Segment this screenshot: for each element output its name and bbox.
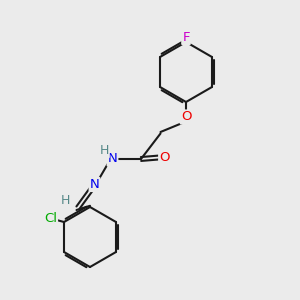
Text: N: N: [90, 178, 99, 191]
Text: N: N: [108, 152, 117, 166]
Text: Cl: Cl: [44, 212, 57, 226]
Text: O: O: [159, 151, 170, 164]
Text: H: H: [99, 144, 109, 157]
Text: H: H: [60, 194, 70, 207]
Text: F: F: [182, 31, 190, 44]
Text: O: O: [181, 110, 191, 124]
